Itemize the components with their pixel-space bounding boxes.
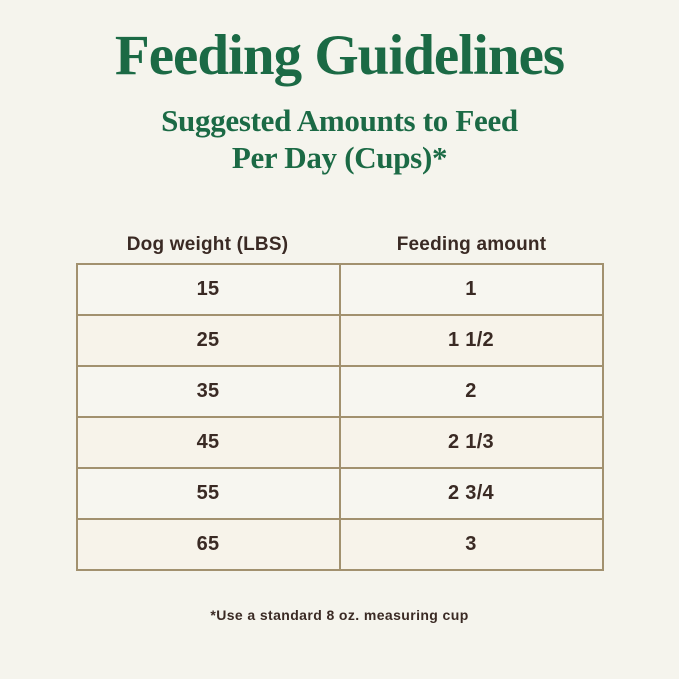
feeding-amount-cell: 2 1/3 — [338, 416, 604, 470]
page-title: Feeding Guidelines — [114, 24, 565, 87]
feeding-amount-cell: 1 — [338, 263, 604, 317]
feeding-amount-cell: 2 — [338, 365, 604, 419]
feeding-table-section: Dog weight (LBS) Feeding amount 15 1 25 … — [75, 234, 604, 572]
measuring-cup-footnote: *Use a standard 8 oz. measuring cup — [210, 607, 469, 624]
dog-weight-cell: 25 — [75, 314, 341, 368]
column-header-dog-weight: Dog weight (LBS) — [126, 234, 289, 256]
dog-weight-cell: 65 — [75, 518, 341, 572]
dog-weight-cell: 45 — [75, 416, 341, 470]
table-row: 65 3 — [75, 518, 604, 572]
feeding-amount-cell: 1 1/2 — [338, 314, 604, 368]
table-row: 55 2 3/4 — [75, 467, 604, 521]
subtitle-line-1: Suggested Amounts to Feed — [161, 102, 518, 138]
table-row: 15 1 — [75, 263, 604, 317]
dog-weight-cell: 55 — [75, 467, 341, 521]
column-header-feeding-amount: Feeding amount — [396, 234, 547, 256]
table-row: 45 2 1/3 — [75, 416, 604, 470]
table-row: 35 2 — [75, 365, 604, 419]
page-subtitle: Suggested Amounts to Feed Per Day (Cups)… — [0, 102, 679, 176]
dog-weight-cell: 15 — [75, 263, 341, 317]
subtitle-line-2: Per Day (Cups)* — [231, 140, 448, 176]
dog-weight-cell: 35 — [75, 365, 341, 419]
feeding-table: 15 1 25 1 1/2 35 2 45 2 1/3 55 2 3/4 — [75, 263, 604, 572]
table-column-headers: Dog weight (LBS) Feeding amount — [76, 234, 604, 256]
table-row: 25 1 1/2 — [75, 314, 604, 368]
feeding-amount-cell: 3 — [338, 518, 604, 572]
feeding-amount-cell: 2 3/4 — [338, 467, 604, 521]
